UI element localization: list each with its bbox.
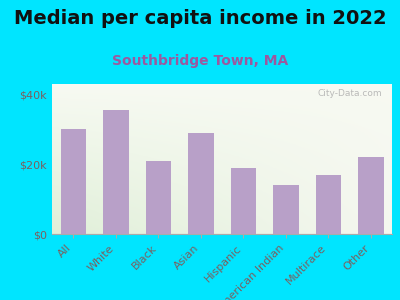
Bar (60, 129, 86, 234)
Text: Southbridge Town, MA: Southbridge Town, MA (112, 54, 288, 68)
Bar (146, 161, 171, 234)
Text: Median per capita income in 2022: Median per capita income in 2022 (14, 9, 386, 28)
Text: City-Data.com: City-Data.com (317, 88, 382, 98)
Bar (358, 157, 384, 234)
Bar (103, 110, 128, 234)
Bar (316, 175, 341, 234)
Bar (273, 185, 298, 234)
Bar (188, 133, 214, 234)
Bar (230, 168, 256, 234)
